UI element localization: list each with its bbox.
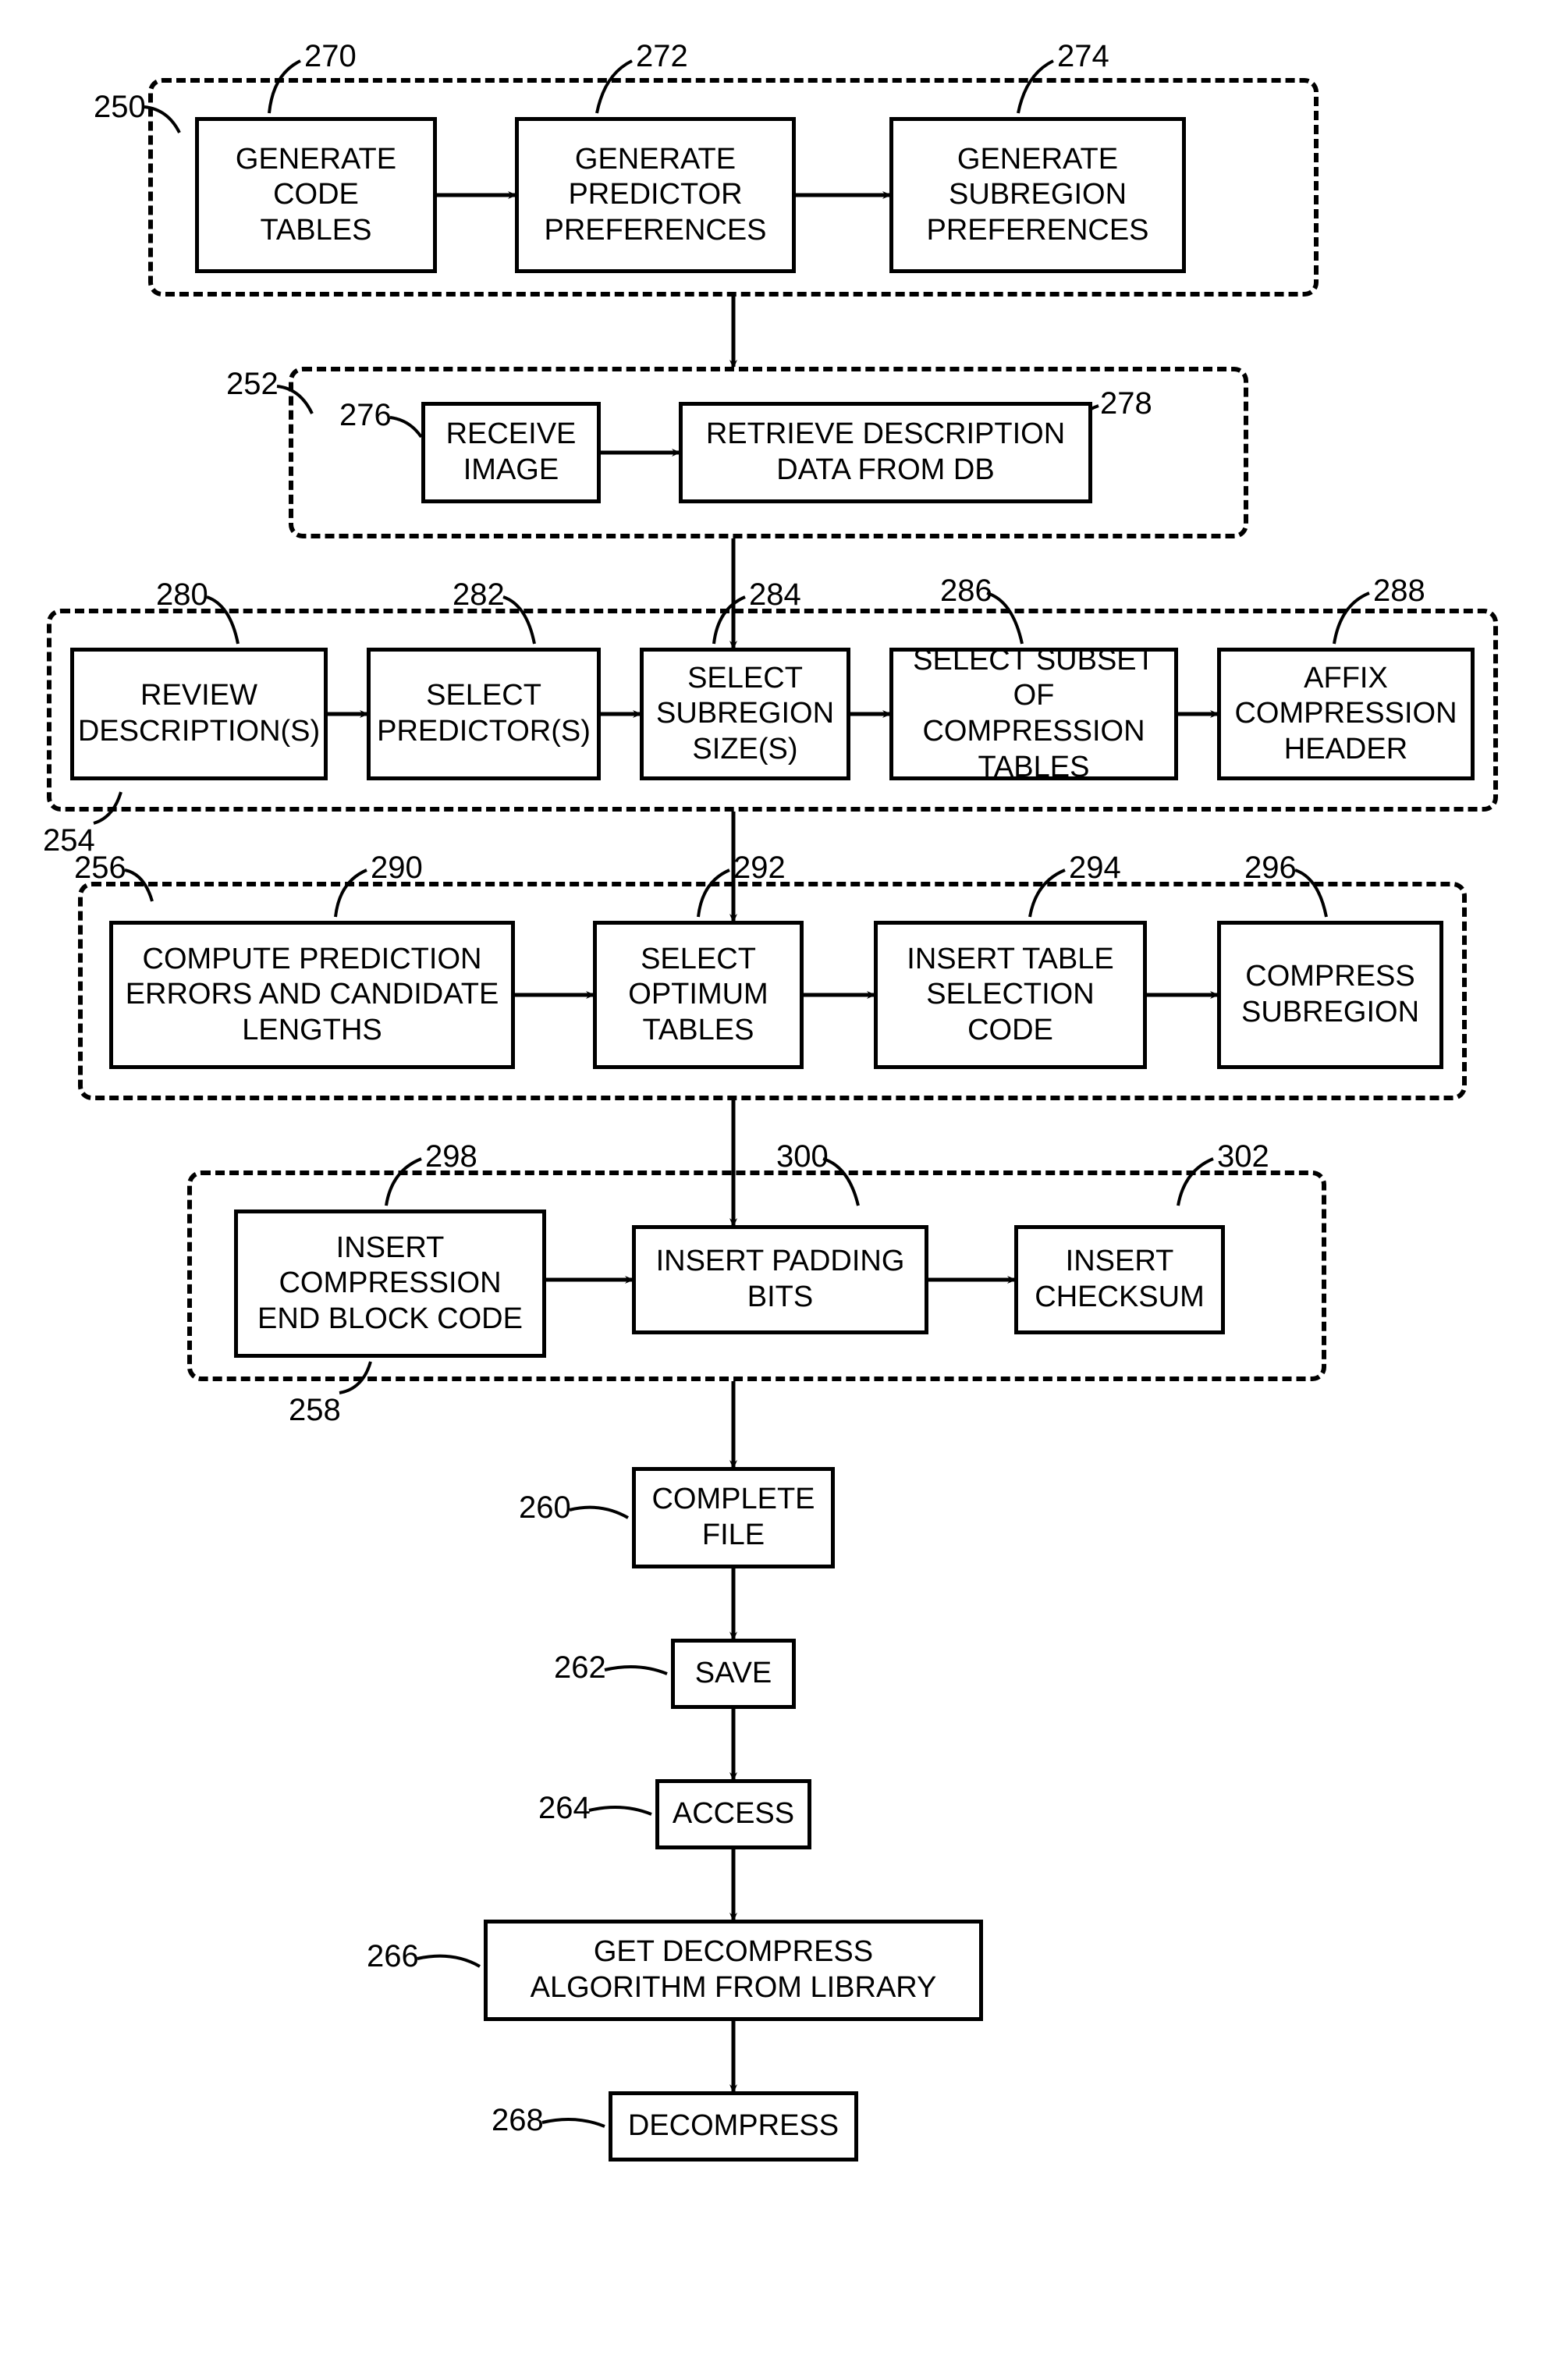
label-296: 296: [1244, 851, 1297, 886]
node-text: COMPLETEFILE: [651, 1482, 815, 1553]
node-n264: ACCESS: [655, 1779, 811, 1849]
node-n280: REVIEWDESCRIPTION(S): [70, 648, 328, 780]
node-n286: SELECT SUBSETOF COMPRESSIONTABLES: [889, 648, 1178, 780]
label-266: 266: [367, 1939, 419, 1974]
node-n288: AFFIXCOMPRESSIONHEADER: [1217, 648, 1475, 780]
node-text: GET DECOMPRESSALGORITHM FROM LIBRARY: [531, 1934, 937, 2005]
node-text: INSERTCHECKSUM: [1035, 1244, 1204, 1315]
node-n290: COMPUTE PREDICTIONERRORS AND CANDIDATELE…: [109, 921, 515, 1069]
node-text: COMPRESSSUBREGION: [1241, 959, 1419, 1030]
node-n294: INSERT TABLESELECTIONCODE: [874, 921, 1147, 1069]
label-250: 250: [94, 90, 146, 125]
label-284: 284: [749, 577, 801, 613]
node-n274: GENERATESUBREGIONPREFERENCES: [889, 117, 1186, 273]
label-280: 280: [156, 577, 208, 613]
node-n282: SELECTPREDICTOR(S): [367, 648, 601, 780]
node-text: INSERT TABLESELECTIONCODE: [907, 942, 1113, 1049]
node-text: GENERATESUBREGIONPREFERENCES: [926, 142, 1148, 249]
node-text: SELECTPREDICTOR(S): [377, 678, 591, 749]
flowchart-canvas: GENERATECODETABLES GENERATEPREDICTORPREFE…: [31, 31, 1514, 2349]
node-n260: COMPLETEFILE: [632, 1467, 835, 1568]
node-n302: INSERTCHECKSUM: [1014, 1225, 1225, 1334]
label-298: 298: [425, 1139, 477, 1174]
node-text: AFFIXCOMPRESSIONHEADER: [1234, 661, 1457, 768]
node-text: RECEIVEIMAGE: [446, 417, 577, 488]
label-300: 300: [776, 1139, 829, 1174]
node-text: GENERATEPREDICTORPREFERENCES: [544, 142, 766, 249]
label-294: 294: [1069, 851, 1121, 886]
node-n278: RETRIEVE DESCRIPTIONDATA FROM DB: [679, 402, 1092, 503]
label-260: 260: [519, 1490, 571, 1526]
label-292: 292: [733, 851, 786, 886]
label-288: 288: [1373, 574, 1425, 609]
label-272: 272: [636, 39, 688, 74]
leader-264: [589, 1807, 651, 1814]
node-text: RETRIEVE DESCRIPTIONDATA FROM DB: [706, 417, 1065, 488]
node-text: ACCESS: [673, 1796, 794, 1832]
leader-260: [570, 1508, 628, 1518]
node-text: SELECTSUBREGIONSIZE(S): [656, 661, 834, 768]
leader-262: [605, 1667, 667, 1674]
node-text: GENERATECODETABLES: [236, 142, 396, 249]
node-n300: INSERT PADDINGBITS: [632, 1225, 928, 1334]
node-text: SELECTOPTIMUMTABLES: [628, 942, 768, 1049]
node-n270: GENERATECODETABLES: [195, 117, 437, 273]
node-text: INSERT PADDINGBITS: [656, 1244, 905, 1315]
label-256: 256: [74, 851, 126, 886]
node-n298: INSERTCOMPRESSIONEND BLOCK CODE: [234, 1210, 546, 1358]
label-258: 258: [289, 1393, 341, 1428]
node-n276: RECEIVEIMAGE: [421, 402, 601, 503]
label-276: 276: [339, 398, 392, 433]
node-text: COMPUTE PREDICTIONERRORS AND CANDIDATELE…: [126, 942, 499, 1049]
label-302: 302: [1217, 1139, 1269, 1174]
node-text: INSERTCOMPRESSIONEND BLOCK CODE: [257, 1231, 523, 1337]
label-274: 274: [1057, 39, 1109, 74]
node-n262: SAVE: [671, 1639, 796, 1709]
node-n284: SELECTSUBREGIONSIZE(S): [640, 648, 850, 780]
node-n296: COMPRESSSUBREGION: [1217, 921, 1443, 1069]
node-text: REVIEWDESCRIPTION(S): [78, 678, 320, 749]
leader-268: [542, 2119, 605, 2126]
label-268: 268: [492, 2103, 544, 2138]
label-252: 252: [226, 367, 279, 402]
node-text: DECOMPRESS: [628, 2108, 839, 2144]
leader-266: [417, 1956, 480, 1966]
label-270: 270: [304, 39, 357, 74]
node-n272: GENERATEPREDICTORPREFERENCES: [515, 117, 796, 273]
node-text: SAVE: [695, 1656, 772, 1692]
label-264: 264: [538, 1791, 591, 1826]
label-282: 282: [453, 577, 505, 613]
node-n292: SELECTOPTIMUMTABLES: [593, 921, 804, 1069]
node-n266: GET DECOMPRESSALGORITHM FROM LIBRARY: [484, 1920, 983, 2021]
label-286: 286: [940, 574, 992, 609]
node-n268: DECOMPRESS: [609, 2091, 858, 2162]
node-text: SELECT SUBSETOF COMPRESSIONTABLES: [904, 643, 1163, 785]
label-290: 290: [371, 851, 423, 886]
label-278: 278: [1100, 386, 1152, 421]
label-262: 262: [554, 1650, 606, 1686]
